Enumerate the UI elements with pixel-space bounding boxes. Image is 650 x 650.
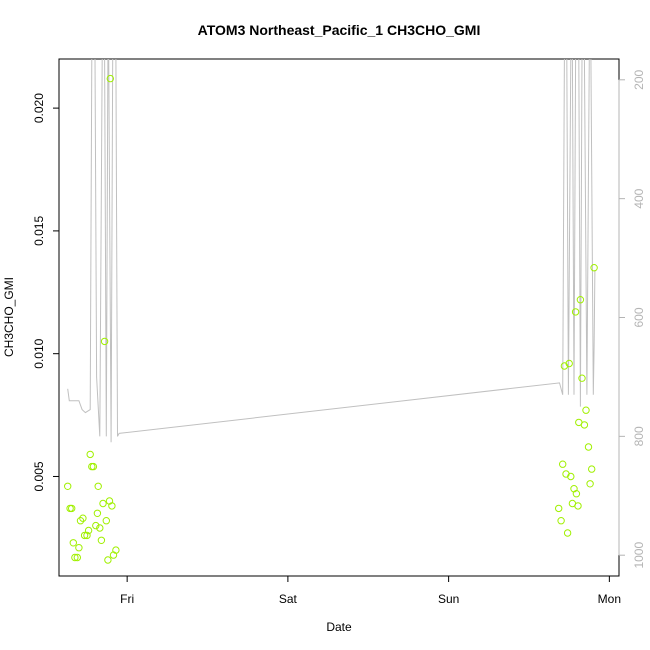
data-layer (64, 59, 598, 564)
y2-tick-label: 200 (632, 69, 646, 89)
data-point (96, 524, 104, 532)
x-tick-label: Fri (120, 592, 134, 606)
data-point (580, 421, 589, 429)
data-point (68, 504, 76, 513)
data-point (71, 553, 79, 562)
data-point (97, 536, 106, 544)
data-point (73, 553, 82, 562)
y-tick-label: 0.020 (32, 93, 46, 123)
data-point (94, 482, 102, 490)
data-point (563, 529, 572, 537)
data-point (84, 526, 93, 535)
data-point (86, 450, 94, 459)
data-point (588, 465, 596, 473)
data-point (557, 517, 565, 525)
data-point (80, 531, 89, 540)
data-point (112, 546, 120, 554)
x-axis-label: Date (326, 620, 352, 634)
data-point (104, 556, 112, 564)
data-point (79, 514, 87, 522)
y2-tick-label: 600 (632, 307, 646, 327)
data-point (83, 531, 91, 540)
data-point (565, 359, 573, 368)
data-point (578, 374, 586, 382)
data-point (584, 443, 593, 451)
data-point (572, 490, 581, 498)
data-point (106, 74, 115, 83)
data-point (586, 480, 594, 488)
data-point (108, 502, 116, 510)
data-point (582, 406, 590, 414)
y2-tick-label: 400 (632, 188, 646, 208)
data-point (555, 504, 563, 513)
data-point (574, 502, 582, 510)
data-point (567, 472, 575, 481)
y2-tick-label: 1000 (632, 542, 646, 569)
y-tick-label: 0.015 (32, 216, 46, 246)
chart-title: ATOM3 Northeast_Pacific_1 CH3CHO_GMI (198, 22, 481, 38)
data-point (102, 517, 111, 525)
data-point (590, 264, 598, 272)
y-axis-label: CH3CHO_GMI (2, 277, 16, 357)
data-point (69, 539, 78, 547)
data-point (100, 337, 109, 346)
plot-frame (58, 58, 620, 577)
data-point (64, 482, 72, 490)
data-point (92, 521, 100, 530)
data-point (559, 460, 567, 468)
axes-layer: Fri Sat Sun Mon 0.005 0.010 0.015 0.020 200 400 60… (32, 69, 646, 606)
y2-tick-label: 800 (632, 426, 646, 446)
x-tick-label: Sat (279, 592, 298, 606)
data-point (93, 509, 102, 517)
y-tick-label: 0.010 (32, 338, 46, 368)
x-tick-label: Mon (598, 592, 621, 606)
data-point (571, 308, 580, 316)
data-point (99, 499, 107, 508)
x-tick-label: Sun (438, 592, 459, 606)
data-point (76, 517, 85, 525)
data-point (576, 296, 585, 304)
data-point (89, 462, 98, 471)
y-tick-label: 0.005 (32, 461, 46, 491)
data-point (75, 544, 83, 552)
pressure-line (67, 59, 596, 443)
